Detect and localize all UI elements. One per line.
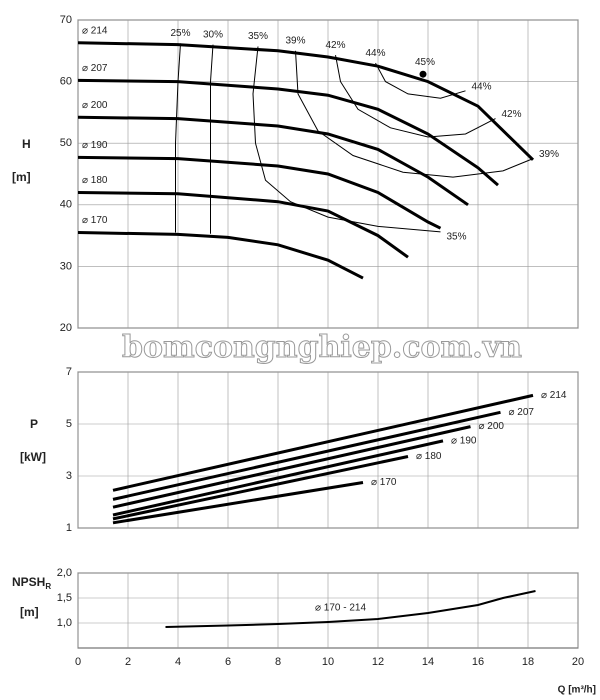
curve-label: ⌀ 190 <box>451 436 477 447</box>
x-tick-label: 12 <box>372 656 384 668</box>
curve <box>112 481 364 525</box>
curve-label: 42% <box>325 40 345 51</box>
x-tick-label: 0 <box>75 656 81 668</box>
x-tick-label: 2 <box>125 656 131 668</box>
y-tick-label: 20 <box>60 322 72 334</box>
curve-label: ⌀ 207 <box>509 407 535 418</box>
curve <box>375 62 466 99</box>
x-tick-label: 6 <box>225 656 231 668</box>
curve <box>295 50 534 178</box>
curve-label: ⌀ 200 <box>479 421 505 432</box>
annotation-label: 45% <box>415 57 435 68</box>
curve-label: ⌀ 180 <box>416 451 442 462</box>
curve-label: 39% <box>285 35 305 46</box>
y-axis-label: P <box>30 417 38 431</box>
curve-label: 35% <box>248 31 268 42</box>
y-tick-label: 5 <box>66 418 72 430</box>
curve <box>112 425 471 509</box>
x-tick-label: 18 <box>522 656 534 668</box>
y-tick-label: 1,5 <box>57 592 72 604</box>
y-tick-label: 30 <box>60 260 72 272</box>
curve-label: ⌀ 170 <box>82 215 108 226</box>
y-tick-label: 7 <box>66 366 72 378</box>
x-tick-label: 4 <box>175 656 181 668</box>
curve <box>77 115 469 207</box>
y-axis-unit: [kW] <box>20 450 46 464</box>
y-tick-label: 60 <box>60 76 72 88</box>
x-tick-label: 8 <box>275 656 281 668</box>
curve <box>252 46 441 233</box>
y-tick-label: 3 <box>66 470 72 482</box>
annotation-point <box>419 70 427 78</box>
curve-label: ⌀ 214 <box>541 390 567 401</box>
curve <box>77 41 535 161</box>
x-tick-label: 16 <box>472 656 484 668</box>
curve-label: ⌀ 180 <box>82 175 108 186</box>
curve <box>165 590 536 628</box>
curve <box>77 155 442 230</box>
curve-label: 35% <box>447 232 467 243</box>
curve <box>210 44 214 234</box>
x-axis-label: Q [m³/h] <box>558 685 596 696</box>
curve-label: ⌀ 200 <box>82 100 108 111</box>
curve-label: 25% <box>170 28 190 39</box>
curve-label: ⌀ 214 <box>82 25 108 36</box>
curve-label: ⌀ 170 - 214 <box>315 603 366 614</box>
y-tick-label: 70 <box>60 14 72 26</box>
curve-label: 42% <box>502 109 522 120</box>
curve-label: 30% <box>203 29 223 40</box>
y-tick-label: 1,0 <box>57 617 72 629</box>
y-axis-label: H <box>22 137 31 151</box>
curve-label: 44% <box>365 48 385 59</box>
curve-label: ⌀ 190 <box>82 140 108 151</box>
x-tick-label: 20 <box>572 656 584 668</box>
x-tick-label: 10 <box>322 656 334 668</box>
y-axis-unit: [m] <box>20 605 39 619</box>
y-axis-label: NPSHR <box>12 575 51 591</box>
x-tick-label: 14 <box>422 656 434 668</box>
curve <box>335 55 496 138</box>
watermark: bomcongnghiep.com.vn <box>122 330 522 365</box>
y-tick-label: 1 <box>66 522 72 534</box>
y-tick-label: 50 <box>60 137 72 149</box>
y-tick-label: 2,0 <box>57 567 72 579</box>
curve-label: 39% <box>539 149 559 160</box>
curve-label: 44% <box>472 81 492 92</box>
curve <box>112 410 501 501</box>
y-axis-unit: [m] <box>12 170 31 184</box>
curve <box>175 43 181 233</box>
curve <box>112 439 444 517</box>
curve <box>77 231 364 280</box>
curve-label: ⌀ 170 <box>371 477 397 488</box>
curve <box>112 455 409 521</box>
y-axis-label-sub: R <box>45 582 51 591</box>
curve <box>112 393 534 492</box>
y-tick-label: 40 <box>60 199 72 211</box>
curve-label: ⌀ 207 <box>82 63 108 74</box>
